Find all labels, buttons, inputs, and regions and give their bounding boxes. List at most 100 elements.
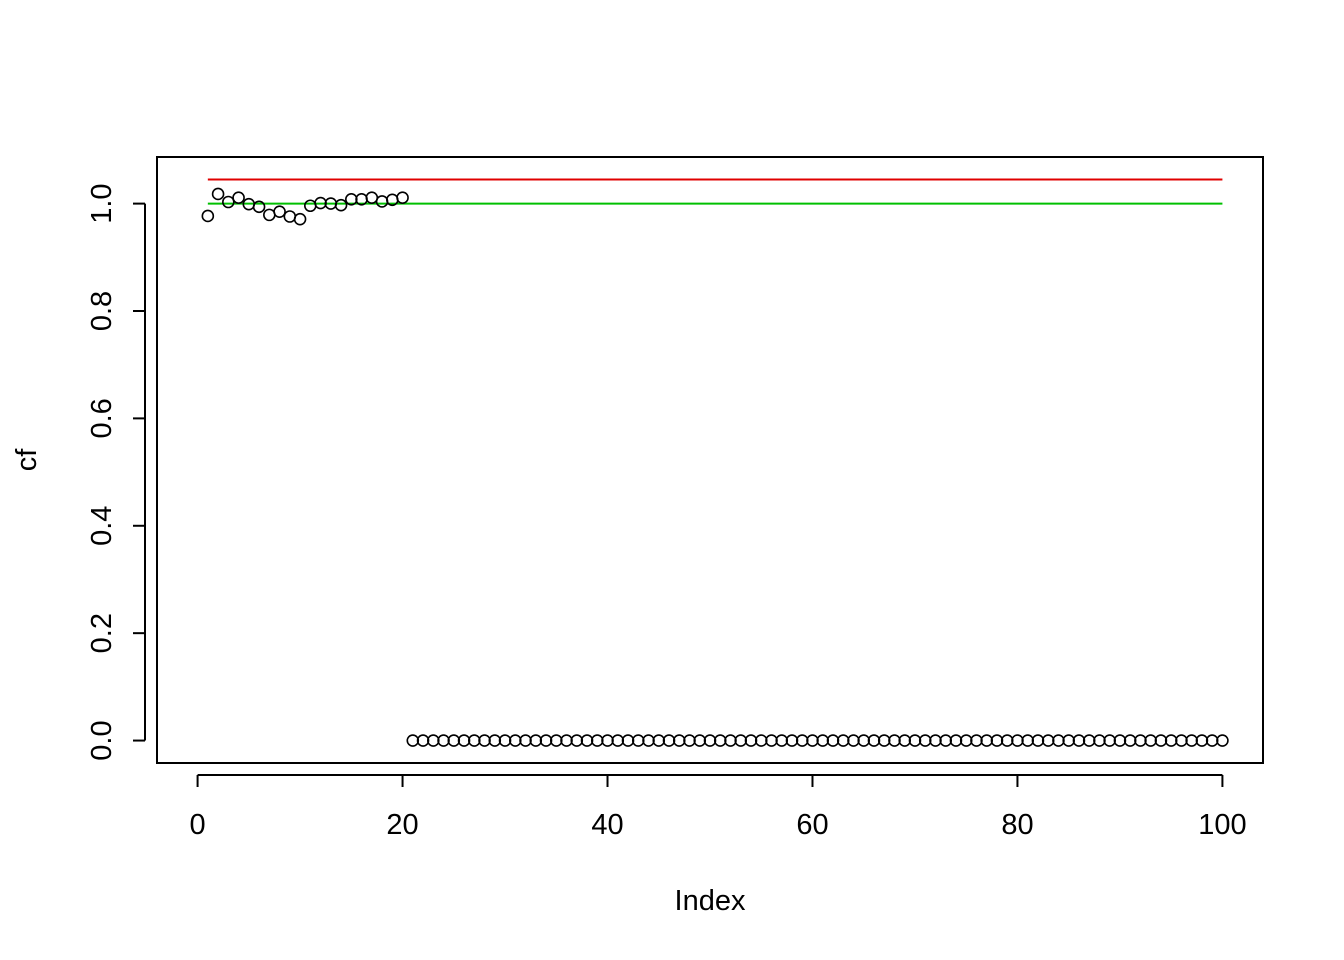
plot-frame	[156, 156, 1264, 764]
data-point	[1103, 734, 1116, 747]
data-point	[580, 734, 594, 747]
data-point	[1164, 734, 1178, 747]
data-point	[703, 734, 717, 747]
data-point	[1031, 734, 1045, 747]
data-point	[273, 205, 286, 218]
y-tick-label: 0.6	[86, 398, 118, 438]
data-point	[939, 734, 953, 747]
y-axis-label: cf	[11, 448, 43, 472]
data-point	[1082, 734, 1096, 747]
reference-lines	[207, 178, 1223, 205]
data-point	[1205, 734, 1219, 747]
data-point	[1123, 734, 1137, 747]
x-axis: 0 20 40 60 80 100	[190, 774, 1247, 841]
y-tick-label: 1.0	[86, 183, 118, 223]
data-point	[816, 734, 830, 747]
data-point	[293, 212, 307, 226]
data-point	[498, 734, 512, 747]
y-tick-label: 0.2	[86, 613, 118, 653]
data-point	[744, 734, 758, 747]
data-point	[334, 198, 348, 212]
data-point	[1113, 734, 1127, 747]
x-tick-label: 60	[796, 809, 828, 841]
data-point	[611, 734, 625, 747]
x-tick-label: 20	[386, 809, 418, 841]
data-point	[560, 734, 573, 747]
data-point	[1021, 734, 1034, 747]
data-point	[529, 734, 543, 747]
data-point	[365, 191, 379, 205]
data-point	[1052, 734, 1065, 747]
data-point	[918, 734, 932, 747]
data-point	[847, 734, 860, 747]
x-tick-label: 100	[1198, 809, 1246, 841]
data-point	[652, 734, 666, 747]
data-point	[929, 734, 942, 747]
data-point	[508, 734, 522, 747]
data-point	[724, 734, 737, 747]
data-point	[201, 209, 215, 223]
data-point	[1154, 734, 1168, 747]
data-point	[396, 191, 409, 205]
data-point	[734, 734, 748, 747]
data-point	[478, 734, 491, 747]
data-point	[590, 734, 604, 747]
data-point	[1195, 734, 1209, 747]
data-point	[765, 734, 778, 747]
data-point	[222, 195, 235, 209]
x-tick-label: 80	[1001, 809, 1033, 841]
data-point	[1144, 734, 1157, 747]
data-point	[437, 734, 450, 747]
data-point	[1062, 734, 1075, 747]
y-tick-label: 0.8	[86, 291, 118, 331]
data-point	[1134, 734, 1147, 747]
data-point	[304, 199, 317, 213]
data-point	[1175, 734, 1188, 747]
data-point	[1000, 734, 1014, 747]
data-point	[519, 734, 532, 747]
data-point	[416, 734, 430, 747]
y-axis: 0.0 0.2 0.4 0.6 0.8 1.0	[86, 183, 146, 761]
data-point	[1185, 734, 1198, 747]
data-point	[693, 734, 707, 747]
data-point	[447, 734, 461, 747]
data-point	[949, 734, 963, 747]
data-point	[467, 734, 481, 747]
data-point	[549, 734, 563, 747]
data-point	[1041, 734, 1055, 747]
data-point	[375, 195, 389, 208]
x-tick-label: 40	[591, 809, 623, 841]
x-axis-label: Index	[675, 885, 746, 917]
data-point	[232, 191, 245, 205]
y-tick-label: 0.4	[86, 506, 118, 546]
x-tick-label: 0	[190, 809, 206, 841]
data-point	[283, 210, 297, 223]
data-point	[775, 734, 789, 747]
data-point	[252, 200, 266, 214]
data-point	[426, 734, 440, 747]
data-point	[683, 734, 696, 747]
data-point	[806, 734, 819, 747]
data-point	[826, 734, 840, 747]
data-point	[959, 734, 973, 747]
data-point	[406, 734, 420, 747]
data-points	[201, 187, 1229, 747]
data-point	[1093, 734, 1106, 747]
data-point	[877, 734, 891, 747]
data-point	[990, 734, 1004, 747]
data-point	[211, 187, 225, 201]
data-point	[888, 734, 901, 747]
data-point	[867, 734, 881, 747]
data-point	[263, 208, 276, 222]
data-point	[713, 734, 727, 747]
data-point	[857, 734, 871, 747]
data-point	[662, 734, 676, 747]
data-point	[642, 734, 655, 747]
data-point	[1072, 734, 1086, 747]
data-point	[836, 734, 850, 747]
data-point	[457, 734, 471, 747]
data-point	[1216, 734, 1229, 747]
data-point	[1011, 734, 1024, 747]
data-point	[908, 734, 922, 747]
